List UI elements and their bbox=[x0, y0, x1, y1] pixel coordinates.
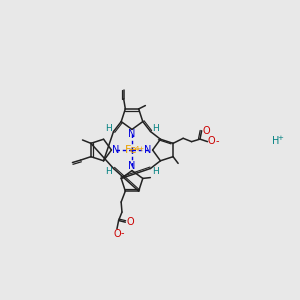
Text: N: N bbox=[144, 145, 152, 155]
Text: N: N bbox=[128, 161, 136, 171]
Text: 4+: 4+ bbox=[134, 146, 145, 152]
Text: O: O bbox=[113, 229, 121, 239]
Text: H: H bbox=[105, 124, 112, 133]
Text: Fe: Fe bbox=[125, 145, 137, 154]
Text: O: O bbox=[127, 217, 134, 227]
Text: -: - bbox=[120, 228, 124, 238]
Text: H: H bbox=[152, 167, 159, 176]
Text: H: H bbox=[152, 124, 159, 133]
Text: +: + bbox=[278, 135, 284, 141]
Text: N: N bbox=[112, 145, 120, 155]
Text: O: O bbox=[208, 136, 215, 146]
Text: N: N bbox=[128, 129, 136, 139]
Text: ..: .. bbox=[136, 145, 140, 151]
Text: H: H bbox=[272, 136, 280, 146]
Text: H: H bbox=[105, 167, 112, 176]
Text: -: - bbox=[215, 136, 218, 146]
Text: O: O bbox=[203, 126, 211, 136]
